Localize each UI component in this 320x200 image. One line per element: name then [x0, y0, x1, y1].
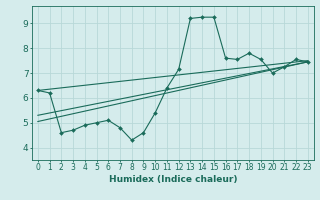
X-axis label: Humidex (Indice chaleur): Humidex (Indice chaleur)	[108, 175, 237, 184]
